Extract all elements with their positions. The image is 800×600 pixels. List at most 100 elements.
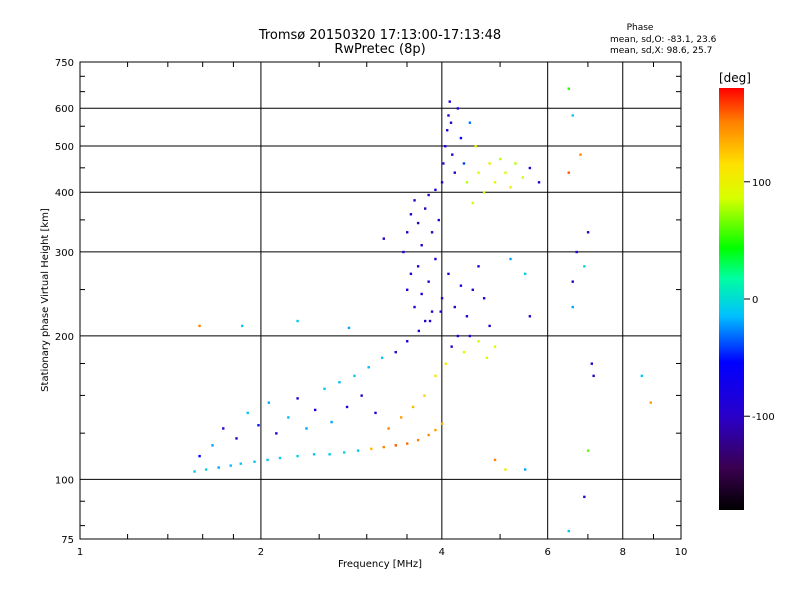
axis-ticks: 1 2 4 6 8 10 75 100 200 300 400 500 600 750 xyxy=(55,58,687,558)
scatter-point xyxy=(444,144,447,148)
scatter-point xyxy=(409,272,413,276)
scatter-point xyxy=(440,297,444,300)
scatter-point xyxy=(459,284,463,287)
scatter-point xyxy=(583,495,586,499)
scatter-point xyxy=(440,181,444,184)
scatter-point xyxy=(504,171,507,174)
x-tick-label: 8 xyxy=(620,547,626,558)
scatter-point xyxy=(447,272,450,276)
scatter-point xyxy=(528,315,532,318)
scatter-point xyxy=(356,449,360,452)
scatter-point xyxy=(523,272,527,276)
scatter-point xyxy=(575,250,578,254)
scatter-point xyxy=(444,362,448,365)
scatter-point xyxy=(430,231,434,234)
scatter-point xyxy=(211,444,214,447)
scatter-point xyxy=(468,121,472,124)
scatter-point xyxy=(453,171,456,174)
grid xyxy=(80,62,681,539)
scatter-point xyxy=(370,447,373,451)
y-tick-label: 75 xyxy=(61,535,74,546)
scatter-point xyxy=(430,310,434,313)
scatter-point xyxy=(434,428,437,432)
scatter-point xyxy=(405,288,409,291)
scatter-point xyxy=(347,326,351,330)
scatter-point xyxy=(411,405,415,409)
scatter-point xyxy=(456,334,460,338)
scatter-point xyxy=(305,427,308,430)
scatter-point xyxy=(345,405,349,409)
scatter-point xyxy=(462,162,466,165)
scatter-point xyxy=(586,231,590,234)
colorbar-tick-label: 100 xyxy=(752,178,771,189)
scatter-point xyxy=(649,401,652,404)
scatter-point xyxy=(382,237,385,240)
y-tick-label: 750 xyxy=(55,58,74,69)
scatter-point xyxy=(493,181,497,184)
scatter-point xyxy=(567,171,570,174)
scatter-point xyxy=(528,166,532,170)
scatter-point xyxy=(446,129,449,132)
scatter-point xyxy=(367,366,370,369)
scatter-point xyxy=(571,114,574,117)
scatter-point xyxy=(579,153,582,156)
scatter-point xyxy=(477,265,480,268)
y-tick-label: 200 xyxy=(55,332,74,343)
y-tick-label: 600 xyxy=(55,104,74,115)
scatter-point xyxy=(462,350,466,354)
scatter-point xyxy=(586,449,590,452)
phase-box-line2: mean, sd,X: 98.6, 25.7 xyxy=(610,46,712,56)
scatter-point xyxy=(423,207,427,210)
scatter-point xyxy=(471,288,474,291)
scatter-point xyxy=(193,470,196,473)
scatter-point xyxy=(590,362,594,365)
scatter-point xyxy=(583,265,586,268)
scatter-point xyxy=(567,87,570,90)
scatter-point xyxy=(394,444,397,447)
scatter-point xyxy=(204,468,208,471)
scatter-point xyxy=(482,191,486,194)
scatter-point xyxy=(287,416,290,419)
colorbar-label: [deg] xyxy=(719,71,751,85)
scatter-point xyxy=(514,162,517,165)
scatter-point xyxy=(521,176,524,179)
scatter-point xyxy=(474,144,477,148)
scatter-point xyxy=(387,427,390,430)
scatter-point xyxy=(504,468,507,471)
scatter-point xyxy=(459,136,463,140)
scatter-point xyxy=(402,250,405,254)
scatter-point xyxy=(399,416,403,419)
x-tick-label: 6 xyxy=(544,547,550,558)
scatter-point xyxy=(198,454,201,458)
scatter-point xyxy=(640,374,644,378)
x-tick-label: 1 xyxy=(77,547,83,558)
scatter-point xyxy=(427,193,430,197)
scatter-point xyxy=(416,221,420,225)
scatter-point xyxy=(468,334,472,338)
scatter-point xyxy=(440,422,444,425)
scatter-point xyxy=(465,315,469,318)
scatter-point xyxy=(493,345,497,348)
phase-box-line1: mean, sd,O: -83.1, 23.6 xyxy=(610,35,717,45)
scatter-point xyxy=(416,265,420,268)
y-tick-label: 300 xyxy=(55,248,74,259)
phase-box-title: Phase xyxy=(627,23,654,33)
scatter-point xyxy=(405,231,409,234)
scatter-point xyxy=(380,356,384,360)
scatter-point xyxy=(499,157,502,161)
scatter-point xyxy=(477,340,480,343)
x-tick-label: 4 xyxy=(439,547,445,558)
scatter-point xyxy=(567,529,570,533)
scatter-point xyxy=(420,244,423,247)
scatter-point xyxy=(488,162,491,165)
scatter-point xyxy=(222,427,225,430)
scatter-point xyxy=(312,453,316,456)
colorbar-ticks: 100 0 -100 xyxy=(744,178,775,423)
y-tick-label: 400 xyxy=(55,188,74,199)
scatter-point xyxy=(257,424,260,427)
scatter-point xyxy=(571,280,574,283)
scatter-point xyxy=(428,319,432,323)
scatter-point xyxy=(427,280,430,283)
scatter-point xyxy=(217,466,220,469)
scatter-point xyxy=(453,305,456,309)
